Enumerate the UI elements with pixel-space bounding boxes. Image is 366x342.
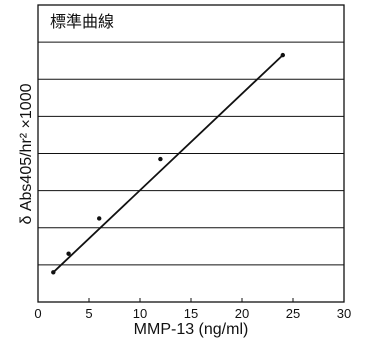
- x-tick-label: 30: [337, 306, 351, 321]
- data-point: [66, 251, 71, 256]
- trendline-layer: [52, 54, 284, 273]
- grid-lines: [38, 41, 344, 266]
- x-tick-label: 15: [184, 306, 198, 321]
- data-point: [280, 52, 285, 58]
- data-point: [158, 156, 163, 162]
- x-tick-label: 25: [286, 306, 300, 321]
- x-tick-label: 5: [85, 306, 92, 321]
- x-tick-label: 0: [34, 306, 41, 321]
- chart-title: 標準曲線: [50, 13, 114, 31]
- y-axis-label: δ Abs405/hr² ×1000: [18, 83, 35, 224]
- data-points: [51, 52, 285, 275]
- data-point: [97, 216, 102, 221]
- trendline: [52, 54, 284, 273]
- x-tick-label: 10: [133, 306, 147, 321]
- data-point: [51, 270, 56, 275]
- x-axis-ticks: 0 5 10 15 20 25 30: [34, 298, 351, 321]
- x-axis-label: MMP-13 (ng/ml): [134, 321, 249, 338]
- x-tick-label: 20: [235, 306, 249, 321]
